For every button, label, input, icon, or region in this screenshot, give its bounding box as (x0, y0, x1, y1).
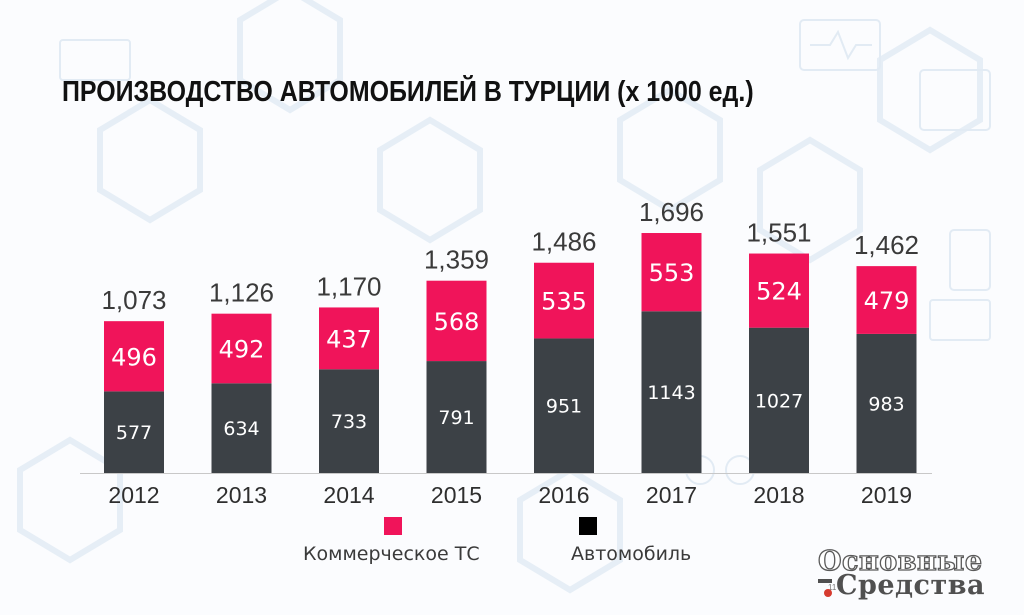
data-label-total: 1,359 (424, 245, 489, 275)
data-label-commercial: 553 (649, 259, 695, 287)
bar-segment-commercial (319, 307, 379, 370)
x-tick-label: 2017 (646, 482, 697, 508)
bar-segment-commercial (749, 253, 809, 328)
x-tick-label: 2015 (431, 482, 482, 508)
logo-text-line2: Средства (836, 570, 985, 601)
data-label-total: 1,551 (746, 218, 811, 248)
bar-segment-car (104, 391, 164, 473)
data-label-total: 1,170 (316, 271, 381, 301)
bar-segment-commercial (104, 321, 164, 392)
data-label-car: 951 (546, 396, 582, 418)
bar-segment-car (426, 361, 487, 473)
page-number: 11 (828, 583, 837, 592)
x-tick-label: 2012 (108, 482, 159, 508)
data-label-commercial: 496 (111, 343, 157, 371)
data-label-total: 1,696 (639, 197, 704, 227)
data-label-car: 634 (223, 418, 259, 440)
data-label-commercial: 535 (541, 288, 587, 316)
data-label-car: 733 (331, 411, 367, 433)
data-label-car: 983 (868, 393, 904, 415)
bar-segment-commercial (641, 233, 702, 312)
x-tick-label: 2018 (753, 482, 804, 508)
data-label-commercial: 492 (219, 335, 265, 363)
legend-label-car: Автомобиль (571, 543, 692, 565)
data-label-commercial: 437 (326, 325, 372, 353)
data-label-total: 1,126 (209, 278, 274, 308)
data-label-commercial: 568 (434, 308, 480, 336)
legend-swatch-car (579, 517, 597, 535)
x-tick-label: 2014 (323, 482, 374, 508)
publisher-logo: Основные Средства (817, 545, 1018, 606)
bar-segment-car (534, 338, 594, 473)
bar-segment-car (641, 311, 702, 473)
data-label-total: 1,462 (854, 230, 919, 260)
x-tick-label: 2016 (538, 482, 589, 508)
bar-segment-car (856, 333, 917, 473)
x-tick-label: 2013 (216, 482, 267, 508)
data-label-car: 577 (116, 422, 152, 444)
x-tick-label: 2019 (861, 482, 912, 508)
bar-segment-car (211, 383, 272, 473)
bar-segment-commercial (856, 266, 917, 334)
logo-bar (818, 579, 832, 583)
logo-dot (824, 589, 832, 597)
logo-text-line1: Основные (817, 545, 983, 577)
bar-segment-commercial (534, 262, 594, 339)
data-label-commercial: 524 (756, 278, 802, 306)
bar-segment-commercial (426, 280, 487, 362)
chart-title: ПРОИЗВОДСТВО АВТОМОБИЛЕЙ В ТУРЦИИ (х 100… (62, 76, 754, 108)
legend-label-commercial: Коммерческое ТС (303, 543, 480, 565)
data-label-total: 1,486 (531, 227, 596, 257)
data-label-car: 1027 (755, 390, 803, 412)
bar-segment-car (319, 369, 379, 473)
legend-swatch-commercial (384, 517, 402, 535)
data-label-commercial: 479 (864, 287, 910, 315)
data-label-total: 1,073 (101, 285, 166, 315)
data-label-car: 1143 (647, 382, 695, 404)
data-label-car: 791 (438, 407, 474, 429)
bar-segment-car (749, 327, 809, 473)
bar-segment-commercial (211, 313, 272, 384)
